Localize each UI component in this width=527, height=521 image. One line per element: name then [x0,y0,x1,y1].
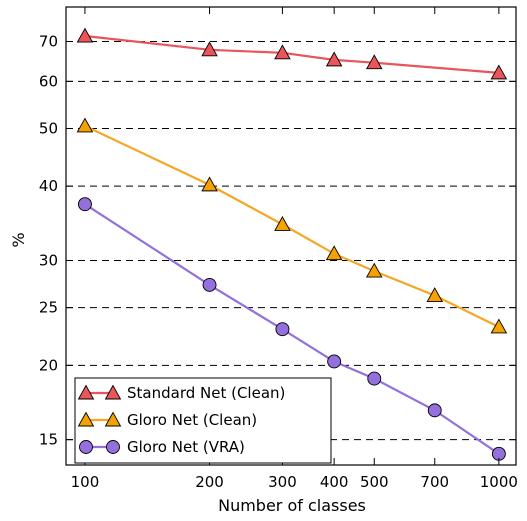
series-2-point [325,245,343,261]
series-1-point [201,41,218,57]
series-2-point [274,215,291,231]
series-2-point [490,318,508,334]
y-tick-label: 20 [39,356,58,374]
y-tick-label: 25 [39,299,58,317]
x-tick-label: 700 [420,473,449,491]
series-1-point [325,51,343,67]
series-3-point [275,322,290,337]
x-axis-title: Number of classes [218,496,366,515]
series-markers [76,27,508,461]
y-axis: 15 20 25 30 40 50 60 70 [39,33,516,449]
legend-label: Gloro Net (VRA) [127,438,245,456]
y-tick-label: 70 [39,33,58,51]
series-2-point [76,117,94,133]
plot-frame [65,6,517,466]
legend-marker [106,440,120,454]
y-tick-label: 30 [39,252,58,270]
x-axis: 100 200 300 400 500 700 1000 [71,7,518,491]
series-1-point [490,64,508,80]
series-1-point [274,44,291,60]
series-3-point [367,371,382,386]
legend-marker [77,384,95,400]
series-2-point [365,262,383,278]
series-3-point [327,354,342,369]
x-tick-label: 500 [360,473,389,491]
x-tick-label: 400 [320,473,349,491]
legend-label: Gloro Net (Clean) [127,411,257,429]
series-3-point [202,277,217,292]
series-1-point [365,54,383,70]
y-tick-label: 60 [39,72,58,90]
legend-label: Standard Net (Clean) [127,384,285,402]
legend-marker [104,411,122,427]
series-1-point [76,27,94,43]
x-tick-label: 300 [268,473,297,491]
y-tick-label: 40 [39,177,58,195]
legend: Standard Net (Clean) Gloro Net (Clean) Glo… [74,377,332,464]
series-3-point [77,197,92,212]
series-2-point [426,287,444,302]
legend-marker [104,384,122,400]
x-tick-label: 100 [71,473,100,491]
series-3-point [427,403,442,418]
x-tick-label: 200 [195,473,224,491]
legend-marker [77,411,95,427]
y-tick-label: 15 [39,431,58,449]
x-tick-label: 1000 [480,473,518,491]
legend-marker [79,440,93,454]
series-2-point [201,176,218,192]
y-axis-title: % [9,232,28,247]
y-tick-label: 50 [39,119,58,137]
grid-lines [66,41,516,441]
series-line-1 [84,34,499,74]
